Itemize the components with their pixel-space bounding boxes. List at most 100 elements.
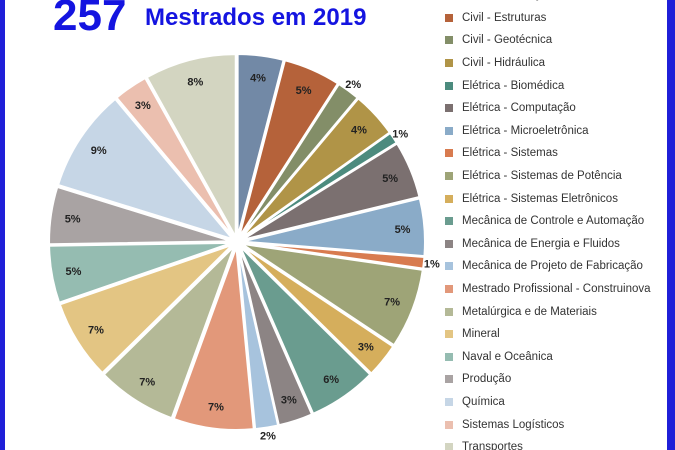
- legend-item: Transportes: [445, 436, 667, 450]
- legend-swatch: [445, 307, 453, 316]
- pie-slice: [48, 241, 233, 304]
- legend-swatch: [445, 285, 453, 294]
- pie-slice: [102, 245, 236, 420]
- legend-label: Mestrado Profissional - Construinova: [462, 283, 651, 296]
- pie-slice: [56, 97, 236, 242]
- pie-slice: [236, 53, 285, 238]
- pie-slice: [238, 59, 340, 238]
- legend-item: Metalúrgica e de Materiais: [445, 300, 667, 323]
- slice-label: 8%: [187, 76, 203, 88]
- legend-label: Mineral: [462, 328, 500, 341]
- slice-label: 3%: [358, 342, 374, 354]
- slice-label: 7%: [208, 402, 224, 414]
- legend-swatch: [445, 13, 453, 22]
- pie-slice: [48, 185, 233, 246]
- slice-label: 4%: [250, 72, 266, 84]
- legend-item: Civil - Construção Civil e Urbana: [445, 0, 667, 7]
- slice-label: 5%: [382, 173, 398, 185]
- legend-label: Mecânica de Energia e Fluidos: [462, 237, 620, 250]
- legend-swatch: [445, 217, 453, 226]
- legend-label: Mecânica de Projeto de Fabricação: [462, 260, 643, 273]
- legend-swatch: [445, 126, 453, 135]
- slice-label: 1%: [424, 259, 440, 271]
- pie-slice: [115, 76, 236, 239]
- chart-title: Mestrados em 2019: [145, 4, 367, 31]
- legend-label: Elétrica - Microeletrônica: [462, 124, 589, 137]
- total-count: 257: [53, 0, 127, 40]
- slice-label: 1%: [392, 128, 408, 140]
- pie-slice: [58, 243, 234, 375]
- legend-swatch: [445, 262, 453, 271]
- legend-swatch: [445, 443, 453, 450]
- legend-swatch: [445, 330, 453, 339]
- legend-swatch: [445, 397, 453, 406]
- legend-swatch: [445, 104, 453, 113]
- legend-item: Química: [445, 391, 667, 414]
- slice-label: 5%: [66, 266, 82, 278]
- legend-label: Sistemas Logísticos: [462, 418, 565, 431]
- legend-item: Elétrica - Sistemas de Potência: [445, 165, 667, 188]
- slice-label: 2%: [345, 79, 361, 91]
- legend-swatch: [445, 239, 453, 248]
- legend-swatch: [445, 194, 453, 203]
- legend-item: Produção: [445, 368, 667, 391]
- legend-label: Civil - Construção Civil e Urbana: [462, 0, 628, 1]
- legend-swatch: [445, 81, 453, 90]
- slice-label: 7%: [384, 296, 400, 308]
- legend-item: Mestrado Profissional - Construinova: [445, 278, 667, 301]
- pie-slice: [241, 241, 426, 270]
- legend-label: Elétrica - Sistemas de Potência: [462, 170, 622, 183]
- legend-swatch: [445, 420, 453, 429]
- slice-label: 5%: [296, 85, 312, 97]
- legend-swatch: [445, 172, 453, 181]
- legend-label: Química: [462, 395, 505, 408]
- legend-item: Mineral: [445, 323, 667, 346]
- legend-item: Mecânica de Controle e Automação: [445, 210, 667, 233]
- slice-label: 3%: [135, 100, 151, 112]
- legend-item: Elétrica - Biomédica: [445, 74, 667, 97]
- pie-slice: [241, 142, 421, 242]
- legend-swatch: [445, 59, 453, 68]
- slice-label: 9%: [91, 145, 107, 157]
- pie-slice: [145, 53, 237, 242]
- legend-label: Elétrica - Computação: [462, 102, 576, 115]
- legend-item: Naval e Oceânica: [445, 346, 667, 369]
- slice-label: 3%: [281, 395, 297, 407]
- slice-label: 6%: [323, 374, 339, 386]
- slice-label: 5%: [395, 224, 411, 236]
- slice-label: 4%: [351, 124, 367, 136]
- legend-swatch: [445, 352, 453, 361]
- legend-label: Metalúrgica e de Materiais: [462, 305, 597, 318]
- legend-label: Civil - Estruturas: [462, 11, 547, 24]
- pie-slice: [240, 244, 395, 375]
- legend-label: Mecânica de Controle e Automação: [462, 215, 645, 228]
- legend-label: Elétrica - Sistemas Eletrônicos: [462, 192, 618, 205]
- legend-item: Sistemas Logísticos: [445, 413, 667, 436]
- legend-item: Elétrica - Sistemas: [445, 142, 667, 165]
- legend-label: Elétrica - Biomédica: [462, 79, 565, 92]
- legend: Civil - Construção Civil e Urbana Civil -…: [445, 0, 667, 450]
- legend-item: Elétrica - Sistemas Eletrônicos: [445, 187, 667, 210]
- chart-panel: 257 Mestrados em 2019 4% 5% 2% 4% 1% 5% 5% 1% 7%…: [5, 0, 667, 450]
- pie-slice: [238, 245, 372, 416]
- legend-item: Civil - Geotécnica: [445, 29, 667, 52]
- legend-item: Elétrica - Microeletrônica: [445, 120, 667, 143]
- legend-label: Civil - Hidráulica: [462, 57, 546, 70]
- pie-slice: [241, 242, 424, 347]
- legend-swatch: [445, 375, 453, 384]
- legend-item: Civil - Estruturas: [445, 7, 667, 30]
- pie-slice: [172, 246, 255, 431]
- slice-label: 5%: [65, 213, 81, 225]
- legend-label: Civil - Geotécnica: [462, 34, 553, 47]
- slice-label: 7%: [88, 325, 104, 337]
- legend-item: Mecânica de Projeto de Fabricação: [445, 255, 667, 278]
- legend-label: Elétrica - Sistemas: [462, 147, 558, 160]
- legend-label: Naval e Oceânica: [462, 350, 553, 363]
- legend-swatch: [445, 36, 453, 45]
- slice-label: 7%: [139, 377, 155, 389]
- legend-item: Mecânica de Energia e Fluidos: [445, 233, 667, 256]
- legend-swatch: [445, 149, 453, 158]
- legend-item: Civil - Hidráulica: [445, 52, 667, 75]
- pie-chart: 4% 5% 2% 4% 1% 5% 5% 1% 7% 3% 6% 3% 2% 7% 7% 7% 5% 5% 9% 3%…: [48, 53, 440, 443]
- pie-slice: [236, 246, 280, 431]
